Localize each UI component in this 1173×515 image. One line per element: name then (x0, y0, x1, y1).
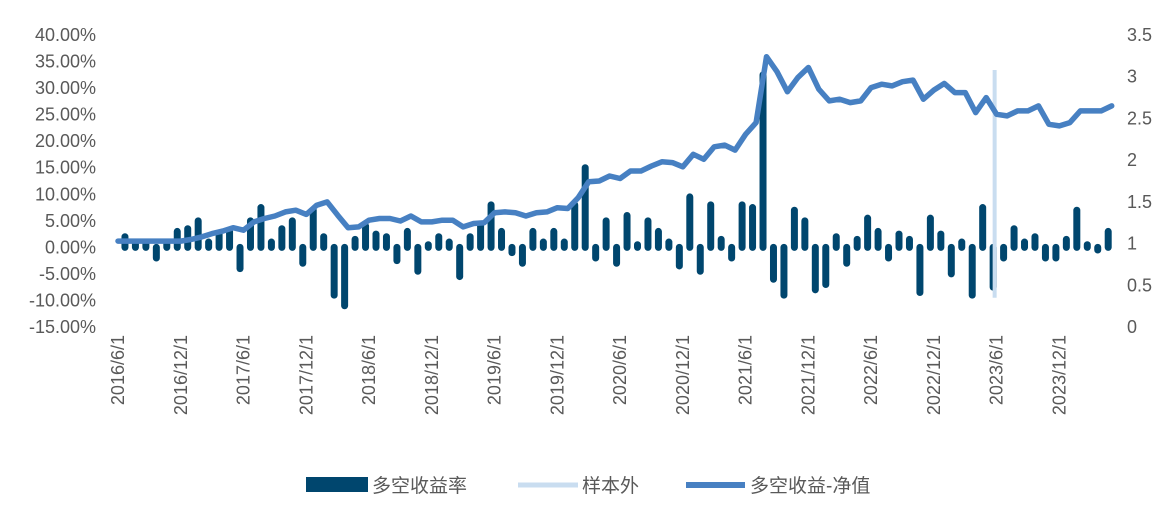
legend-label-return: 多空收益率 (372, 475, 467, 497)
legend-item-return: 多空收益率 (306, 475, 467, 497)
left-tick-label: -5.00% (39, 264, 96, 284)
left-tick-label: 40.00% (35, 25, 96, 45)
nav-line-series (115, 53, 1115, 244)
left-tick-label: 20.00% (35, 131, 96, 151)
left-tick-label: 5.00% (45, 211, 96, 231)
left-tick-label: 30.00% (35, 78, 96, 98)
x-tick-label: 2016/6/1 (108, 335, 128, 405)
x-tick-label: 2022/6/1 (861, 335, 881, 405)
x-tick-label: 2023/12/1 (1049, 335, 1069, 415)
x-tick-label: 2022/12/1 (924, 335, 944, 415)
left-tick-label: 25.00% (35, 105, 96, 125)
x-tick-label: 2021/6/1 (736, 335, 756, 405)
x-axis: 2016/6/1 2016/12/1 2017/6/1 2017/12/1 2018/6… (108, 335, 1069, 415)
right-tick-label: 1.5 (1127, 192, 1152, 212)
x-tick-label: 2020/12/1 (673, 335, 693, 415)
x-tick-label: 2021/12/1 (798, 335, 818, 415)
legend: 多空收益率 样本外 多空收益-净值 (306, 475, 870, 497)
bar-series (121, 71, 1112, 310)
right-tick-label: 2 (1127, 150, 1137, 170)
left-tick-label: 0.00% (45, 237, 96, 257)
right-tick-label: 0 (1127, 317, 1137, 337)
x-tick-label: 2017/12/1 (296, 335, 316, 415)
x-tick-label: 2016/12/1 (171, 335, 191, 415)
right-tick-label: 1 (1127, 234, 1137, 254)
left-tick-label: -15.00% (29, 317, 96, 337)
right-y-axis: 3.5 3 2.5 2 1.5 1 0.5 0 (1127, 25, 1152, 337)
right-tick-label: 3 (1127, 67, 1137, 87)
legend-swatch-bar (306, 477, 368, 492)
x-tick-label: 2019/12/1 (547, 335, 567, 415)
x-tick-label: 2017/6/1 (234, 335, 254, 405)
x-tick-label: 2018/12/1 (422, 335, 442, 415)
x-tick-label: 2018/6/1 (359, 335, 379, 405)
x-tick-label: 2019/6/1 (485, 335, 505, 405)
left-tick-label: 35.00% (35, 52, 96, 72)
x-tick-label: 2020/6/1 (610, 335, 630, 405)
left-tick-label: 10.00% (35, 184, 96, 204)
legend-item-out-of-sample: 样本外 (518, 475, 639, 497)
legend-label-nav: 多空收益-净值 (750, 475, 870, 497)
legend-label-out-of-sample: 样本外 (582, 475, 639, 497)
right-tick-label: 0.5 (1127, 275, 1152, 295)
left-tick-label: -10.00% (29, 290, 96, 310)
left-y-axis: 40.00% 35.00% 30.00% 25.00% 20.00% 15.00% 10.0… (29, 25, 96, 337)
right-tick-label: 3.5 (1127, 25, 1152, 45)
right-tick-label: 2.5 (1127, 108, 1152, 128)
nav-line (115, 53, 1115, 244)
x-tick-label: 2023/6/1 (987, 335, 1007, 405)
left-tick-label: 15.00% (35, 158, 96, 178)
legend-item-nav: 多空收益-净值 (686, 475, 870, 497)
